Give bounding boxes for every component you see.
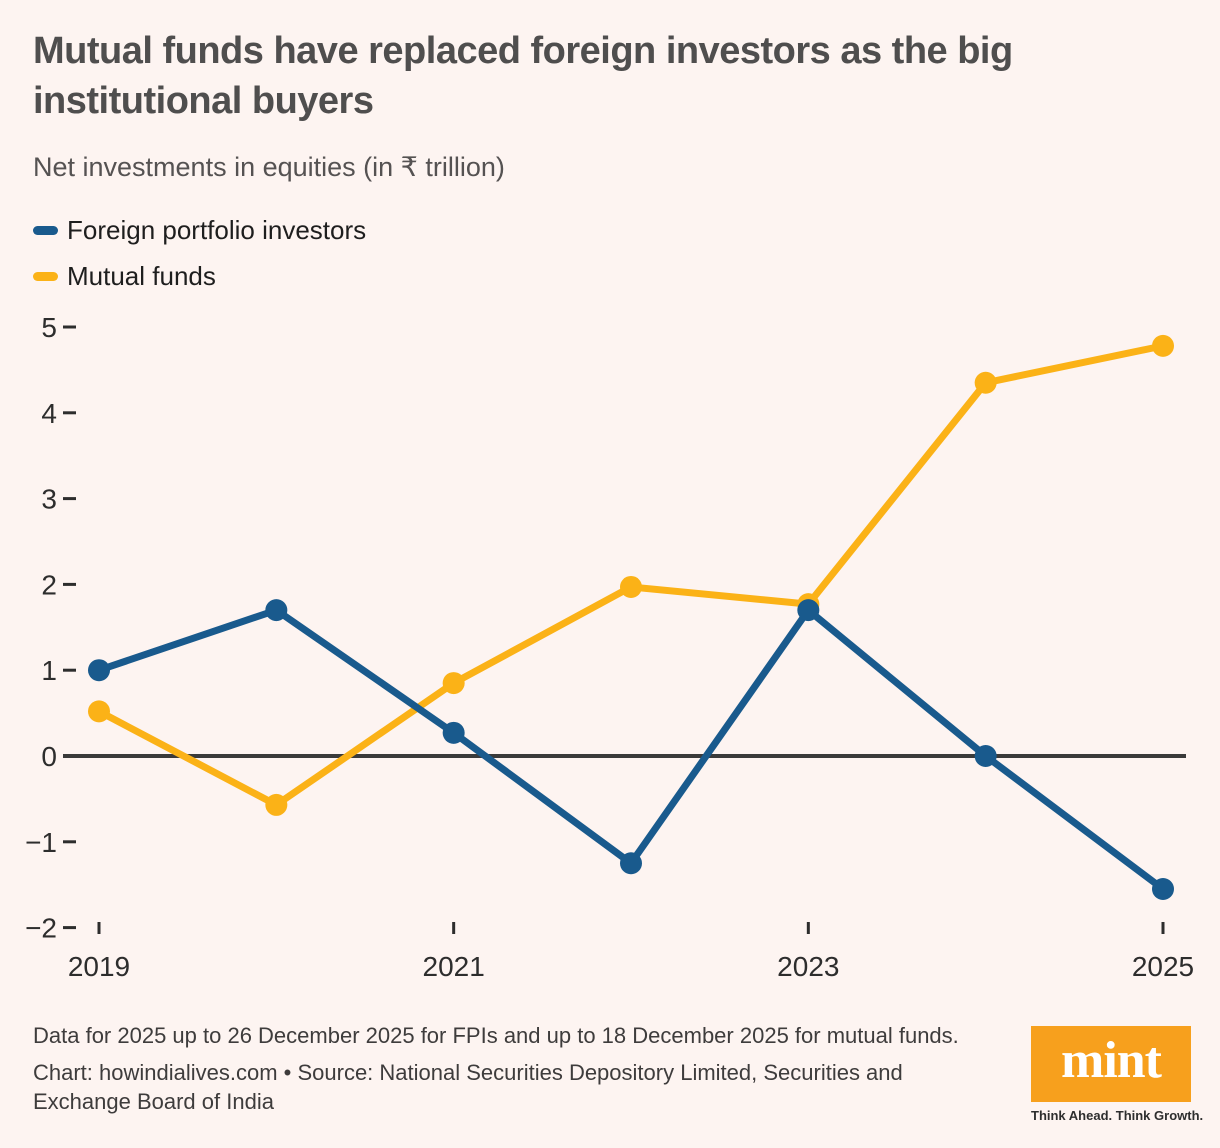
source-credit: Chart: howindialives.com • Source: Natio…	[33, 1060, 903, 1114]
x-tick-label: 2025	[1132, 951, 1194, 982]
chart-subtitle: Net investments in equities (in ₹ trilli…	[33, 152, 505, 182]
mint-logo-tagline: Think Ahead. Think Growth.	[1031, 1108, 1204, 1123]
series-line-mutual-funds	[95, 342, 1167, 809]
x-tick-label: 2019	[68, 951, 130, 982]
data-point-foreign-portfolio-investors	[619, 852, 642, 875]
y-tick-label: 2	[41, 569, 57, 600]
y-tick-label: 1	[41, 655, 57, 686]
mint-logo: mint Think Ahead. Think Growth.	[1031, 1026, 1204, 1123]
data-point-foreign-portfolio-investors	[1151, 877, 1174, 900]
data-point-foreign-portfolio-investors	[442, 721, 465, 744]
data-point-mutual-funds	[442, 672, 465, 695]
fpi-line-swatch-icon	[33, 225, 58, 235]
legend-label-fpi: Foreign portfolio investors	[67, 214, 367, 245]
data-point-mutual-funds	[974, 371, 997, 394]
y-tick-label: −2	[25, 913, 57, 944]
data-point-mutual-funds	[265, 793, 288, 816]
line-chart: 5 4 3 2 1 0 −1 −2 2019 2021 2023 2025	[0, 300, 1220, 1005]
data-point-mutual-funds	[88, 700, 110, 723]
mint-logo-rect: mint	[1031, 1026, 1191, 1102]
page-title: Mutual funds have replaced foreign inves…	[33, 30, 1013, 122]
data-point-foreign-portfolio-investors	[974, 745, 997, 767]
data-point-foreign-portfolio-investors	[88, 659, 110, 682]
data-point-foreign-portfolio-investors	[797, 599, 820, 622]
legend-label-mf: Mutual funds	[67, 260, 216, 291]
y-tick-label: 0	[41, 741, 57, 772]
legend: Foreign portfolio investors Mutual funds	[33, 214, 366, 306]
y-tick-label: 4	[41, 398, 57, 429]
data-footnote: Data for 2025 up to 26 December 2025 for…	[33, 1023, 959, 1048]
y-tick-label: 5	[41, 312, 57, 343]
data-point-foreign-portfolio-investors	[265, 599, 288, 622]
x-tick-label: 2021	[423, 951, 485, 982]
legend-item-mf: Mutual funds	[33, 260, 366, 292]
mint-logo-text: mint	[1061, 1032, 1162, 1089]
data-point-mutual-funds	[1151, 334, 1174, 357]
series-line-foreign-portfolio-investors	[95, 606, 1167, 893]
data-point-mutual-funds	[619, 575, 642, 598]
x-tick-label: 2023	[777, 951, 839, 982]
legend-item-fpi: Foreign portfolio investors	[33, 214, 366, 246]
y-tick-label: 3	[41, 484, 57, 515]
mf-line-swatch-icon	[33, 271, 58, 281]
y-tick-label: −1	[25, 827, 57, 858]
chart-svg: 5 4 3 2 1 0 −1 −2 2019 2021 2023 2025	[25, 312, 1194, 982]
